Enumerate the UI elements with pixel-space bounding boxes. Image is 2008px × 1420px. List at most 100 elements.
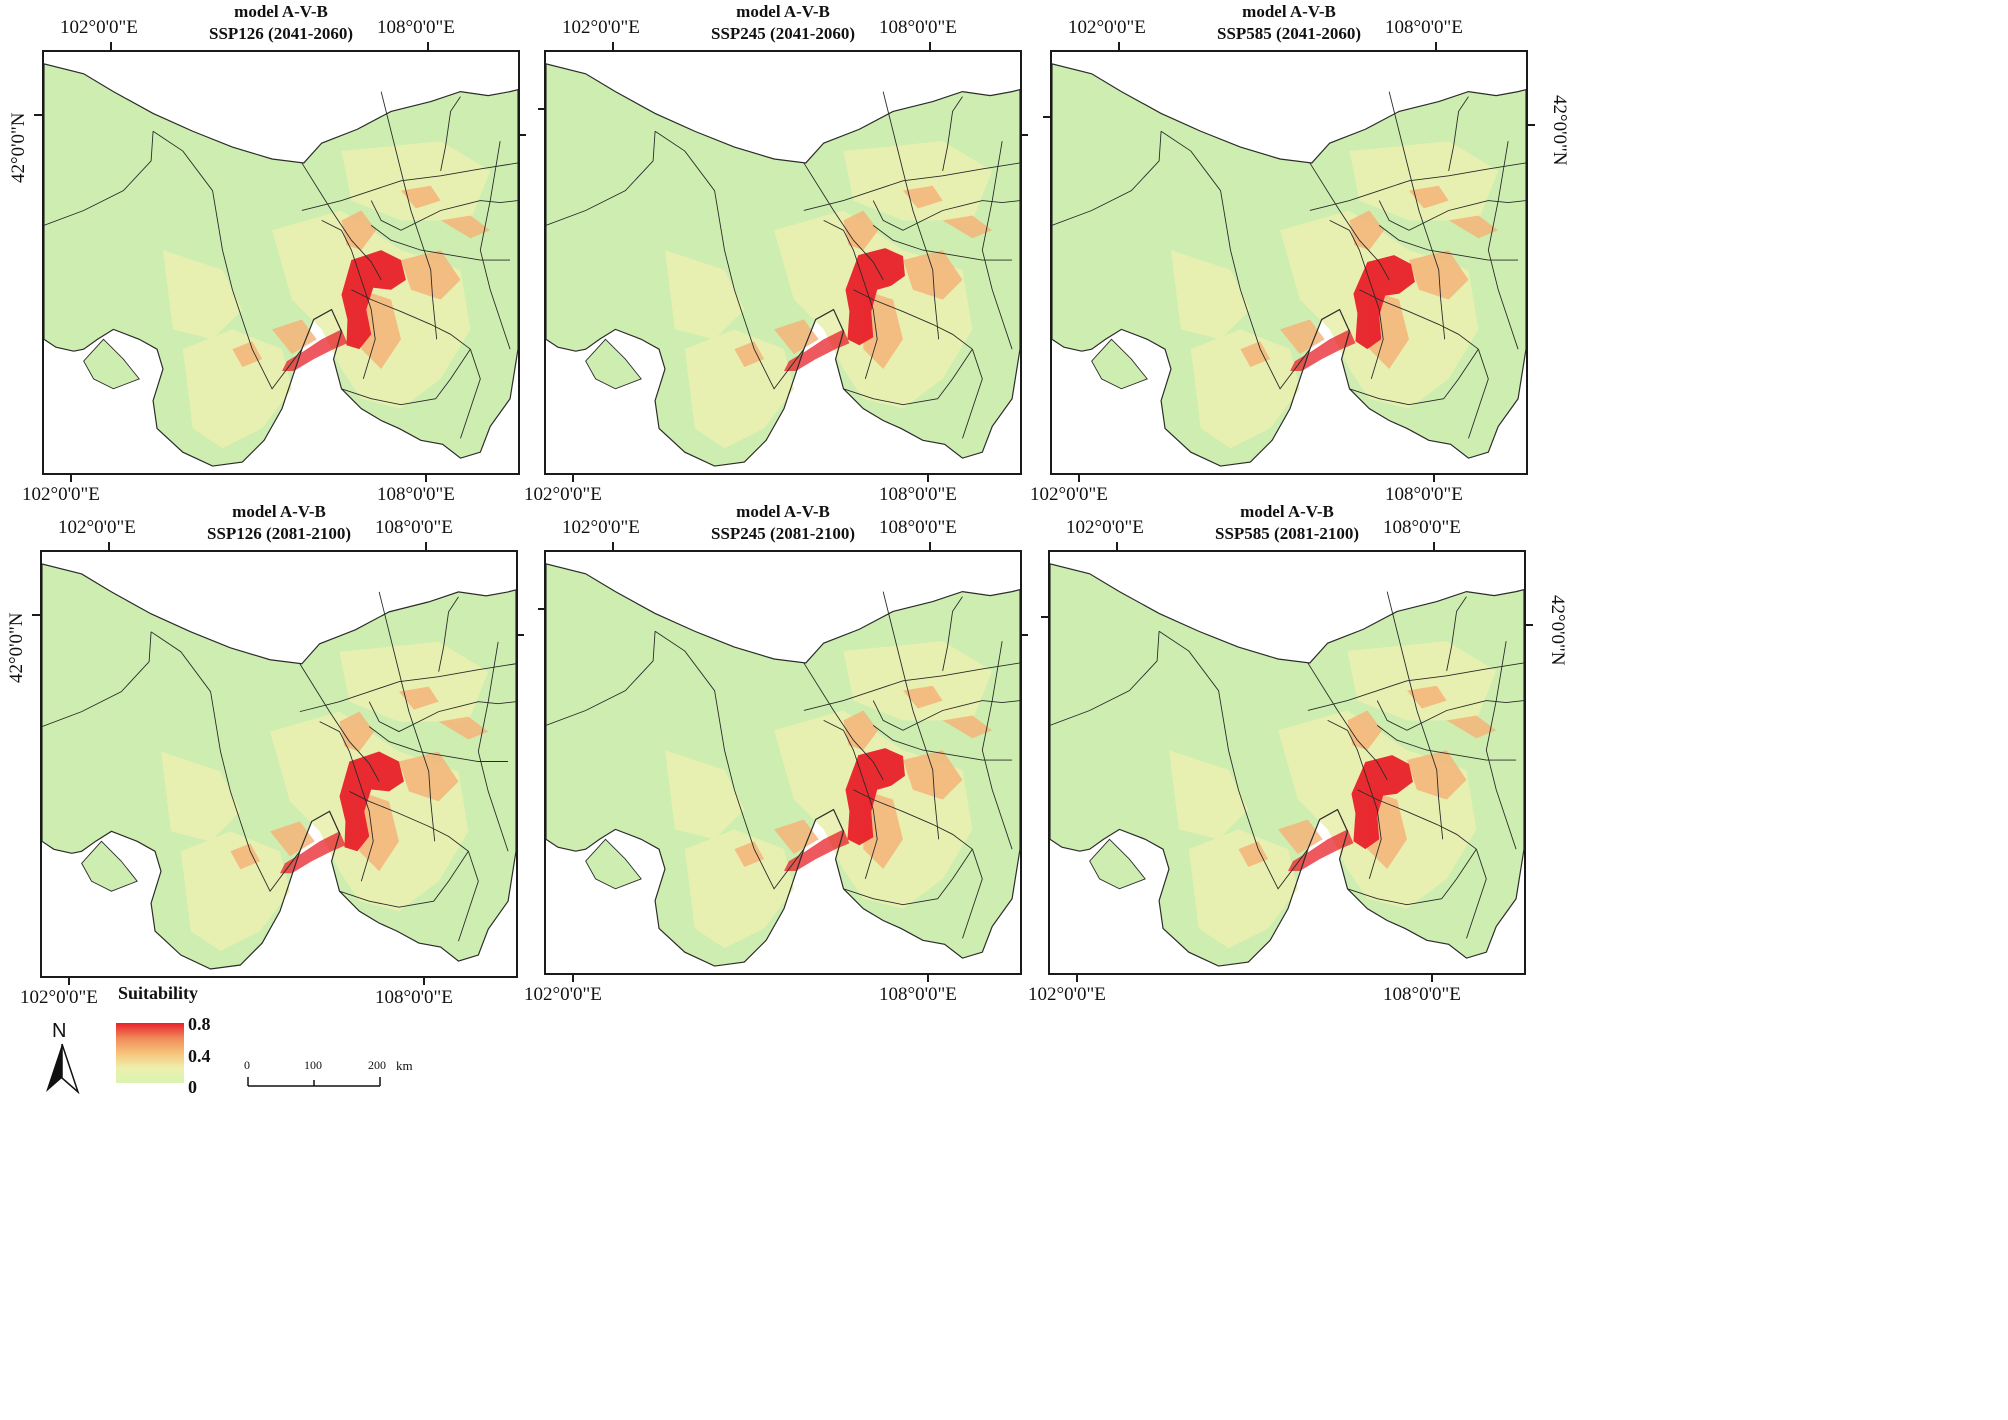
tick-mark: [1078, 475, 1080, 482]
tick-mark: [1041, 616, 1048, 618]
panel-title-scenario: SSP126 (2041-2060): [208, 24, 354, 43]
lon-label-east-bottom: 108°0'0"E: [375, 987, 453, 1008]
lon-label-west-top: 102°0'0"E: [60, 17, 138, 38]
lon-label-west-bottom: 102°0'0"E: [22, 484, 100, 505]
lat-label-right: 42°0'0"N: [1549, 95, 1570, 166]
tick-mark: [538, 108, 544, 110]
tick-mark: [927, 975, 929, 982]
lon-label-west-bottom: 102°0'0"E: [1030, 484, 1108, 505]
legend-high: 0.8: [188, 1014, 211, 1034]
scale-200: 200: [368, 1058, 386, 1072]
legend-gradient: [116, 1023, 184, 1083]
panel-title-scenario: SSP585 (2041-2060): [1216, 24, 1362, 43]
tick-mark: [1433, 542, 1435, 550]
tick-mark: [572, 975, 574, 982]
tick-mark: [1433, 475, 1435, 482]
map-frame: [1048, 550, 1526, 975]
panel-title-model: model A-V-B: [736, 502, 830, 521]
panel-title-model: model A-V-B: [1242, 2, 1336, 21]
legend-low: 0: [188, 1077, 197, 1097]
north-label: N: [52, 1020, 67, 1042]
suitability-map: [1050, 563, 1524, 967]
panel-title-scenario: SSP126 (2081-2100): [206, 524, 352, 543]
tick-mark: [572, 475, 574, 482]
lon-label-east-top: 108°0'0"E: [1383, 517, 1461, 538]
tick-mark: [423, 978, 425, 985]
lon-label-east-top: 108°0'0"E: [375, 517, 453, 538]
map-frame: [40, 550, 518, 978]
lat-label-left: 42°0'0"N: [8, 112, 29, 184]
tick-mark: [425, 475, 427, 482]
panel-title-model: model A-V-B: [234, 2, 328, 21]
tick-mark: [520, 134, 526, 136]
lon-label-east-top: 108°0'0"E: [377, 17, 455, 38]
lon-label-east-bottom: 108°0'0"E: [1385, 484, 1463, 505]
tick-mark: [108, 542, 110, 550]
scale-100: 100: [304, 1058, 322, 1072]
lon-label-east-top: 108°0'0"E: [1385, 17, 1463, 38]
lon-label-west-top: 102°0'0"E: [562, 517, 640, 538]
tick-mark: [1116, 542, 1118, 550]
lon-label-west-top: 102°0'0"E: [562, 17, 640, 38]
lon-label-east-top: 108°0'0"E: [879, 17, 957, 38]
lon-label-west-bottom: 102°0'0"E: [524, 484, 602, 505]
tick-mark: [427, 42, 429, 50]
lat-label-left: 42°0'0"N: [6, 612, 27, 684]
lon-label-east-bottom: 108°0'0"E: [879, 984, 957, 1005]
suitability-map: [546, 63, 1020, 467]
north-arrow: N: [40, 1020, 84, 1094]
panel-title-model: model A-V-B: [736, 2, 830, 21]
tick-mark: [612, 42, 614, 50]
tick-mark: [1435, 42, 1437, 50]
lon-label-east-bottom: 108°0'0"E: [377, 484, 455, 505]
suitability-map: [546, 563, 1020, 967]
map-frame: [544, 50, 1022, 475]
tick-mark: [1076, 975, 1078, 982]
suitability-map: [1052, 63, 1526, 467]
tick-mark: [1118, 42, 1120, 50]
tick-mark: [32, 614, 40, 616]
legend-title: Suitability: [118, 983, 199, 1003]
north-arrow-icon: [46, 1043, 80, 1094]
tick-mark: [1022, 134, 1028, 136]
scale-unit: km: [396, 1058, 413, 1073]
tick-mark: [1022, 634, 1028, 636]
legend-mid: 0.4: [188, 1046, 211, 1066]
tick-mark: [929, 542, 931, 550]
lon-label-east-bottom: 108°0'0"E: [879, 484, 957, 505]
tick-mark: [538, 608, 544, 610]
tick-mark: [68, 978, 70, 985]
lon-label-west-bottom: 102°0'0"E: [524, 984, 602, 1005]
panel-title-scenario: SSP245 (2041-2060): [710, 24, 856, 43]
tick-mark: [425, 542, 427, 550]
tick-mark: [1043, 116, 1050, 118]
map-frame: [1050, 50, 1528, 475]
tick-mark: [927, 475, 929, 482]
panel-title-model: model A-V-B: [232, 502, 326, 521]
lon-label-west-bottom: 102°0'0"E: [1028, 984, 1106, 1005]
panel-title-model: model A-V-B: [1240, 502, 1334, 521]
lon-label-east-top: 108°0'0"E: [879, 517, 957, 538]
tick-mark: [612, 542, 614, 550]
lon-label-west-top: 102°0'0"E: [1066, 517, 1144, 538]
tick-mark: [1528, 124, 1535, 126]
lon-label-west-top: 102°0'0"E: [58, 517, 136, 538]
lon-label-east-bottom: 108°0'0"E: [1383, 984, 1461, 1005]
map-frame: [42, 50, 520, 475]
panel-title-scenario: SSP585 (2081-2100): [1214, 524, 1360, 543]
panel-title-scenario: SSP245 (2081-2100): [710, 524, 856, 543]
tick-mark: [518, 634, 524, 636]
scale-0: 0: [244, 1058, 250, 1072]
scale-bar-line: [247, 1077, 381, 1087]
suitability-map: [44, 63, 518, 467]
tick-mark: [1431, 975, 1433, 982]
tick-mark: [70, 475, 72, 482]
map-frame: [544, 550, 1022, 975]
lon-label-west-bottom: 102°0'0"E: [20, 987, 98, 1008]
tick-mark: [929, 42, 931, 50]
tick-mark: [34, 114, 42, 116]
tick-mark: [110, 42, 112, 50]
lon-label-west-top: 102°0'0"E: [1068, 17, 1146, 38]
lat-label-right: 42°0'0"N: [1547, 595, 1568, 666]
suitability-map: [42, 563, 516, 970]
